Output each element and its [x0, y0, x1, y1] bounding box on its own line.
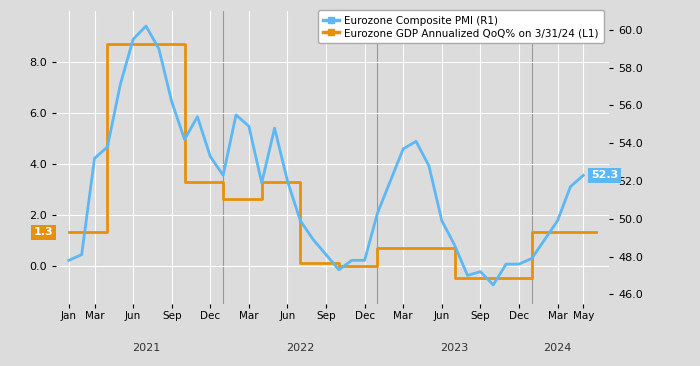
- Legend: Eurozone Composite PMI (R1), Eurozone GDP Annualized QoQ% on 3/31/24 (L1): Eurozone Composite PMI (R1), Eurozone GD…: [318, 10, 604, 43]
- Text: 2023: 2023: [440, 343, 469, 353]
- Text: 2022: 2022: [286, 343, 314, 353]
- Text: 2024: 2024: [543, 343, 572, 353]
- Text: 52.3: 52.3: [591, 170, 618, 180]
- Text: 2021: 2021: [132, 343, 160, 353]
- Text: 1.3: 1.3: [34, 228, 53, 238]
